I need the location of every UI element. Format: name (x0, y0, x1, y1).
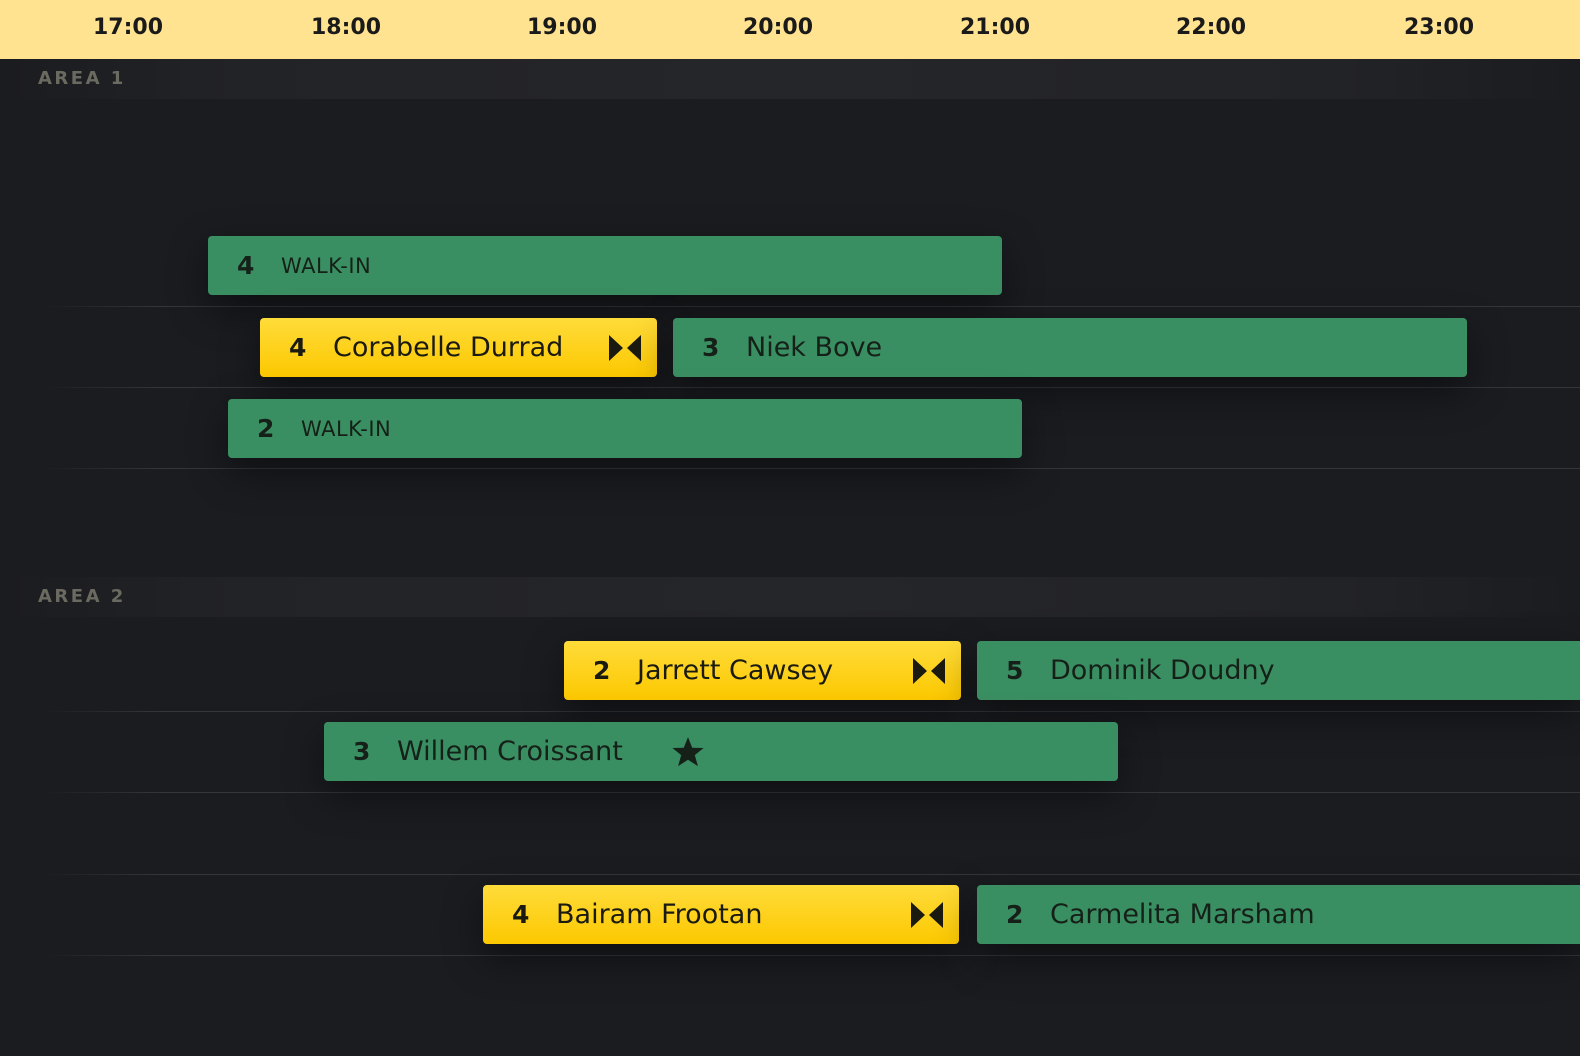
guest-name: Carmelita Marsham (1050, 899, 1315, 930)
booking-block[interactable]: 3 Niek Bove (673, 318, 1467, 377)
bowtie-icon[interactable] (609, 334, 641, 361)
timeline-header: 17:00 18:00 19:00 20:00 21:00 22:00 23:0… (0, 0, 1580, 59)
hour-label: 23:00 (1403, 15, 1475, 40)
booking-block[interactable]: 2 Jarrett Cawsey (564, 641, 961, 700)
bowtie-icon[interactable] (911, 901, 943, 928)
party-size: 4 (289, 333, 307, 362)
row-divider (40, 792, 1580, 793)
party-size: 2 (593, 656, 611, 685)
hour-label: 22:00 (1175, 15, 1247, 40)
guest-name: WALK-IN (301, 416, 392, 441)
party-size: 5 (1006, 656, 1024, 685)
guest-name: Corabelle Durrad (333, 332, 564, 363)
guest-name: Bairam Frootan (556, 899, 763, 930)
party-size: 4 (237, 251, 255, 280)
hour-label: 19:00 (526, 15, 598, 40)
guest-name: Dominik Doudny (1050, 655, 1275, 686)
party-size: 3 (353, 737, 371, 766)
booking-block[interactable]: 4 Corabelle Durrad (260, 318, 657, 377)
row-divider (40, 387, 1580, 388)
booking-block[interactable]: 2 Carmelita Marsham (977, 885, 1580, 944)
booking-block[interactable]: 4 WALK-IN (208, 236, 1002, 295)
guest-name: Willem Croissant (397, 736, 623, 767)
party-size: 2 (257, 414, 275, 443)
party-size: 2 (1006, 900, 1024, 929)
guest-name: WALK-IN (281, 253, 372, 278)
party-size: 3 (702, 333, 720, 362)
booking-block[interactable]: 5 Dominik Doudny (977, 641, 1580, 700)
party-size: 4 (512, 900, 530, 929)
row-divider (40, 711, 1580, 712)
booking-block[interactable]: 2 WALK-IN (228, 399, 1022, 458)
area-header: AREA 1 (0, 59, 1580, 99)
row-divider (40, 468, 1580, 469)
star-icon (672, 736, 704, 766)
hour-label: 21:00 (959, 15, 1031, 40)
hour-label: 18:00 (310, 15, 382, 40)
area-label: AREA 2 (38, 586, 126, 607)
hour-label: 17:00 (92, 15, 164, 40)
guest-name: Niek Bove (746, 332, 883, 363)
booking-block[interactable]: 4 Bairam Frootan (483, 885, 959, 944)
area-header: AREA 2 (0, 577, 1580, 617)
bowtie-icon[interactable] (913, 657, 945, 684)
area-label: AREA 1 (38, 68, 126, 89)
guest-name: Jarrett Cawsey (637, 655, 834, 686)
booking-block[interactable]: 3 Willem Croissant (324, 722, 1118, 781)
row-divider (40, 955, 1580, 956)
row-divider (40, 306, 1580, 307)
hour-label: 20:00 (742, 15, 814, 40)
row-divider (40, 874, 1580, 875)
